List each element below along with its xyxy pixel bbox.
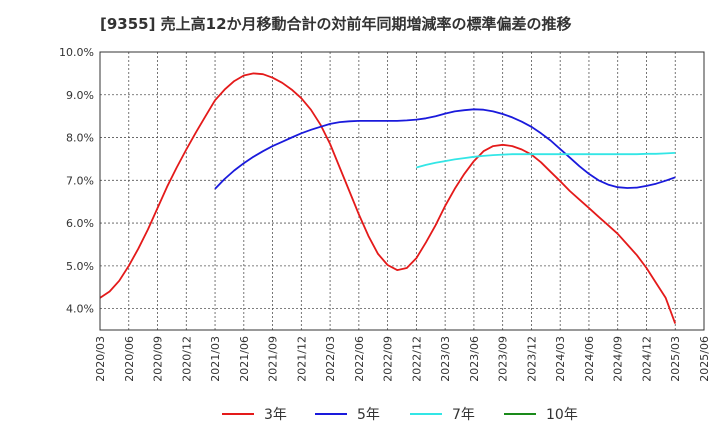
legend-label: 5年 xyxy=(357,407,380,423)
x-tick-label: 2023/12 xyxy=(525,336,538,382)
x-tick-label: 2024/09 xyxy=(612,336,625,382)
y-axis-ticks: 4.0% 5.0% 6.0% 7.0% 8.0% 9.0% 10.0% xyxy=(59,46,94,316)
x-tick-label: 2024/12 xyxy=(640,336,653,382)
legend-item: 3年 xyxy=(222,407,287,423)
x-tick-label: 2022/09 xyxy=(382,336,395,382)
y-tick-label: 10.0% xyxy=(59,46,94,59)
y-tick-label: 5.0% xyxy=(66,260,94,273)
x-tick-label: 2025/06 xyxy=(698,336,711,382)
y-tick-label: 8.0% xyxy=(66,132,94,145)
x-tick-label: 2022/06 xyxy=(353,336,366,382)
series-line-5年 xyxy=(214,108,676,190)
x-tick-label: 2021/12 xyxy=(295,336,308,382)
legend-label: 3年 xyxy=(264,407,287,423)
x-tick-label: 2025/03 xyxy=(669,336,682,382)
legend-item: 7年 xyxy=(410,407,475,423)
plot-frame xyxy=(99,51,705,331)
x-tick-label: 2021/06 xyxy=(238,336,251,382)
legend: 3年 5年 7年 10年 xyxy=(222,407,578,423)
legend-label: 7年 xyxy=(452,407,475,423)
x-tick-label: 2024/03 xyxy=(554,336,567,382)
legend-label: 10年 xyxy=(546,407,578,423)
x-tick-label: 2020/12 xyxy=(180,336,193,382)
x-tick-label: 2024/06 xyxy=(583,336,596,382)
series-line-3年 xyxy=(99,72,677,324)
x-tick-label: 2023/06 xyxy=(468,336,481,382)
chart-title: [9355] 売上高12か月移動合計の対前年同期増減率の標準偏差の推移 xyxy=(100,15,572,33)
x-tick-label: 2020/03 xyxy=(94,336,107,382)
legend-item: 10年 xyxy=(504,407,578,423)
y-tick-label: 9.0% xyxy=(66,89,94,102)
x-tick-label: 2022/03 xyxy=(324,336,337,382)
x-tick-label: 2021/03 xyxy=(209,336,222,382)
x-tick-label: 2020/09 xyxy=(152,336,165,382)
x-tick-label: 2022/12 xyxy=(410,336,423,382)
legend-item: 5年 xyxy=(315,407,380,423)
y-tick-label: 7.0% xyxy=(66,174,94,187)
x-tick-label: 2023/03 xyxy=(439,336,452,382)
grid xyxy=(99,51,705,330)
x-axis-ticks: 2020/03 2020/06 2020/09 2020/12 2021/03 2021/… xyxy=(94,336,711,382)
y-tick-label: 6.0% xyxy=(66,217,94,230)
y-tick-label: 4.0% xyxy=(66,303,94,316)
x-tick-label: 2020/06 xyxy=(123,336,136,382)
series-line-7年 xyxy=(416,152,676,169)
x-tick-label: 2023/09 xyxy=(497,336,510,382)
x-tick-label: 2021/09 xyxy=(267,336,280,382)
series-lines xyxy=(99,72,677,324)
